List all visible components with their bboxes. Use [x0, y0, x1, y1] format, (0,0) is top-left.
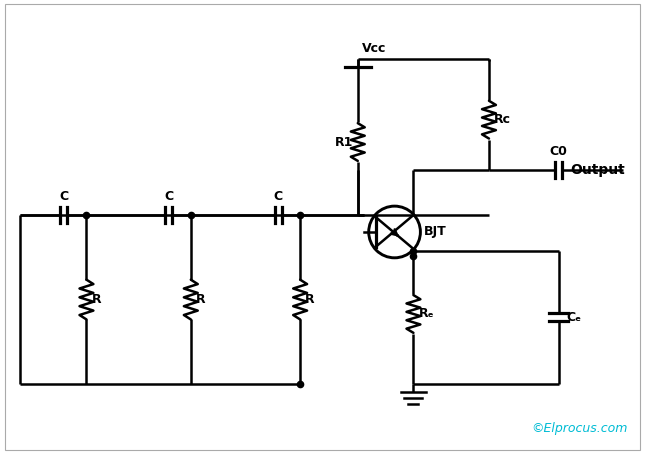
Text: R: R — [92, 293, 101, 306]
Text: Vcc: Vcc — [362, 42, 386, 55]
Text: R: R — [196, 293, 205, 306]
Text: Cₑ: Cₑ — [566, 311, 582, 324]
Text: C: C — [273, 190, 283, 203]
Text: R: R — [305, 293, 315, 306]
Text: ©Elprocus.com: ©Elprocus.com — [531, 422, 628, 435]
Text: C: C — [164, 190, 174, 203]
Text: Rₑ: Rₑ — [419, 307, 434, 321]
Text: Output: Output — [570, 163, 625, 178]
Text: C: C — [59, 190, 68, 203]
Text: C0: C0 — [550, 145, 568, 158]
Text: BJT: BJT — [423, 226, 446, 238]
Text: R1: R1 — [335, 136, 353, 148]
Text: Rc: Rc — [494, 113, 511, 126]
